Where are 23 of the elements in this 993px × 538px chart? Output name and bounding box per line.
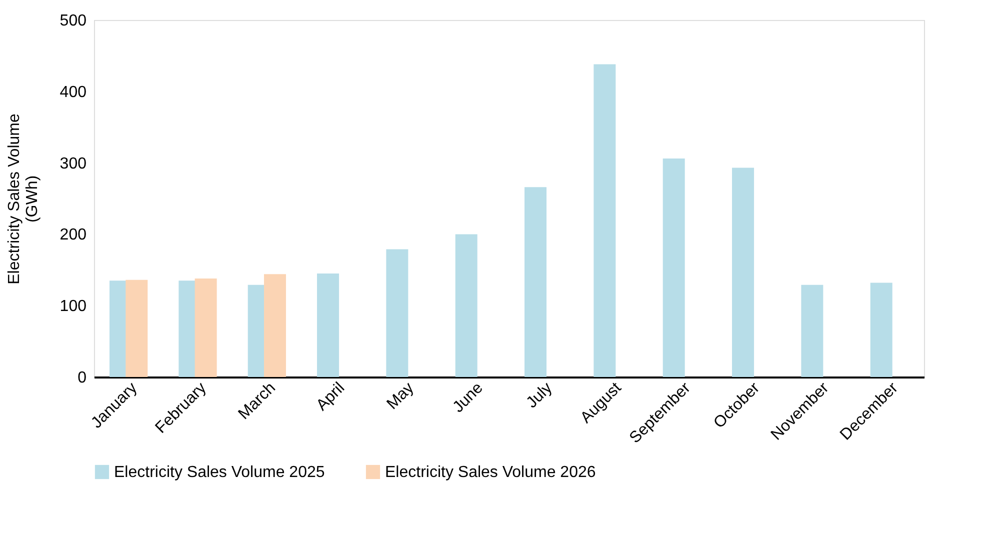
x-tick-label: July xyxy=(523,380,556,412)
bar xyxy=(870,282,892,377)
legend-label: Electricity Sales Volume 2025 xyxy=(114,464,325,481)
bar xyxy=(264,274,286,377)
bar xyxy=(386,249,408,377)
bar xyxy=(194,278,217,377)
bar xyxy=(455,234,478,377)
x-tick-label: May xyxy=(384,380,418,413)
bar xyxy=(524,187,547,377)
y-tick-label: 300 xyxy=(60,155,87,172)
y-tick-label: 100 xyxy=(60,298,87,316)
legend-label: Electricity Sales Volume 2026 xyxy=(385,464,596,481)
y-tick-label: 500 xyxy=(60,12,87,30)
y-tick-label: 200 xyxy=(60,226,87,244)
bar xyxy=(126,280,148,377)
y-tick-label: 400 xyxy=(60,84,87,101)
bar xyxy=(317,273,340,377)
bar xyxy=(594,64,616,377)
y-axis-title: Electricity Sales Volume (GWh) xyxy=(6,114,41,284)
bar xyxy=(801,284,824,377)
bar xyxy=(732,168,754,377)
bar xyxy=(662,158,685,377)
y-tick-label: 0 xyxy=(78,370,87,386)
